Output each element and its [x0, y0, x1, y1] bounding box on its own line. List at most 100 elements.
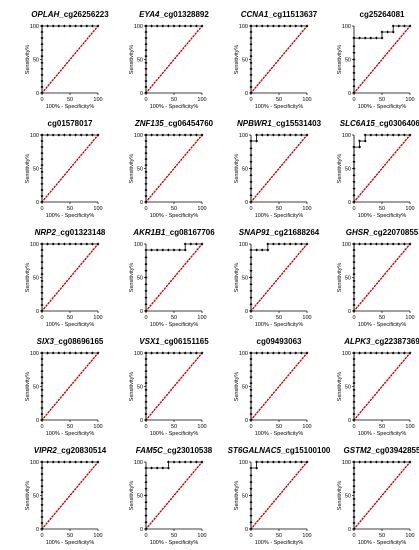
chart-title: ALPK3_cg22387369: [343, 337, 419, 346]
roc-point: [40, 357, 44, 361]
y-tick-label: 50: [242, 385, 248, 391]
roc-point: [305, 133, 309, 137]
x-tick-label: 0: [40, 97, 43, 103]
roc-panel: AKR1B1_cg08167706 0 50 100 0 50 100 Sensitivity…: [129, 228, 215, 328]
roc-point: [391, 133, 395, 137]
roc-point: [166, 133, 170, 137]
reference-line: [145, 25, 203, 94]
reference-line: [145, 134, 203, 203]
roc-point: [144, 262, 148, 266]
roc-point: [144, 269, 148, 273]
roc-panel: VSX1_cg06151165 0 50 100 0 50 100 Sensitivity% 1…: [129, 337, 209, 437]
roc-point: [352, 78, 356, 82]
y-tick-label: 0: [36, 91, 39, 97]
roc-point: [402, 133, 406, 137]
roc-point: [178, 460, 182, 464]
roc-point: [380, 351, 384, 355]
roc-point: [352, 418, 356, 422]
roc-point: [397, 133, 401, 137]
roc-point: [305, 460, 309, 464]
roc-point: [352, 58, 356, 61]
roc-point: [144, 188, 148, 192]
roc-point: [40, 490, 44, 494]
roc-point: [40, 151, 44, 155]
roc-point: [40, 85, 44, 89]
roc-point: [144, 54, 148, 58]
roc-point: [352, 527, 356, 531]
y-tick-label: 50: [137, 385, 143, 391]
roc-point: [249, 54, 253, 58]
roc-curve-line: [353, 352, 410, 420]
roc-point: [260, 460, 264, 464]
roc-point: [40, 279, 44, 283]
roc-point: [249, 85, 253, 89]
roc-point: [260, 133, 264, 137]
roc-point: [249, 394, 253, 398]
roc-point: [144, 67, 148, 71]
x-tick-label: 0: [352, 424, 355, 430]
roc-point: [249, 48, 253, 52]
roc-point: [299, 24, 303, 28]
y-axis-label: Sensitivity%: [337, 45, 343, 75]
roc-point: [40, 163, 44, 167]
reference-line: [145, 243, 203, 312]
x-tick-label: 50: [171, 206, 177, 212]
roc-point: [249, 61, 253, 65]
roc-point: [144, 30, 148, 34]
roc-point: [166, 24, 170, 28]
reference-line: [353, 134, 411, 203]
x-tick-label: 100: [93, 533, 102, 539]
roc-point: [155, 351, 159, 355]
roc-point: [352, 394, 356, 398]
roc-point: [402, 460, 406, 464]
y-axis-label: Sensitivity%: [234, 154, 240, 184]
chart-title: VSX1_cg06151165: [139, 337, 209, 346]
roc-panel: SLC6A15_cg03064067 0 50 100 0 50 100 Sensitivit…: [337, 119, 419, 219]
roc-point: [352, 466, 356, 470]
roc-panel: GSTM2_cg03942855 0 50 100 0 50 100 Sensitivity%…: [337, 446, 419, 546]
roc-point: [85, 242, 89, 246]
roc-point: [299, 351, 303, 355]
roc-point: [68, 24, 72, 28]
x-axis-label: 100% - Specificity%: [358, 104, 407, 110]
chart-title: CCNA1_cg11513637: [241, 10, 318, 19]
roc-point: [200, 242, 204, 246]
x-axis-label: 100% - Specificity%: [150, 213, 199, 219]
roc-point: [352, 84, 356, 88]
roc-point: [305, 351, 309, 355]
roc-point: [40, 509, 44, 513]
roc-point: [40, 36, 44, 40]
reference-line: [353, 352, 411, 421]
roc-point: [352, 375, 356, 379]
reference-line: [250, 352, 308, 421]
roc-point: [249, 500, 253, 504]
roc-point: [374, 133, 378, 137]
roc-curve-line: [145, 352, 202, 420]
roc-panel: SNAP91_cg21688264 0 50 100 0 50 100 Sensitivity…: [234, 228, 320, 328]
roc-point: [155, 248, 159, 252]
roc-point: [363, 36, 367, 40]
roc-curve-line: [41, 134, 98, 202]
roc-point: [358, 460, 362, 464]
roc-point: [260, 24, 264, 28]
roc-point: [249, 369, 253, 373]
roc-point: [40, 515, 44, 519]
x-tick-label: 0: [352, 315, 355, 321]
roc-curve-line: [353, 461, 410, 529]
roc-point: [397, 351, 401, 355]
roc-point: [249, 139, 253, 143]
y-tick-label: 50: [345, 385, 351, 391]
roc-point: [144, 363, 148, 367]
roc-point: [249, 514, 253, 518]
x-tick-label: 100: [302, 206, 311, 212]
roc-point: [352, 167, 356, 170]
roc-point: [352, 242, 356, 246]
y-tick-label: 50: [242, 58, 248, 64]
roc-point: [144, 42, 148, 46]
roc-point: [249, 381, 253, 385]
roc-point: [144, 163, 148, 167]
roc-point: [249, 363, 253, 367]
roc-point: [391, 24, 395, 28]
roc-curve-line: [250, 25, 307, 93]
roc-point: [271, 24, 275, 28]
